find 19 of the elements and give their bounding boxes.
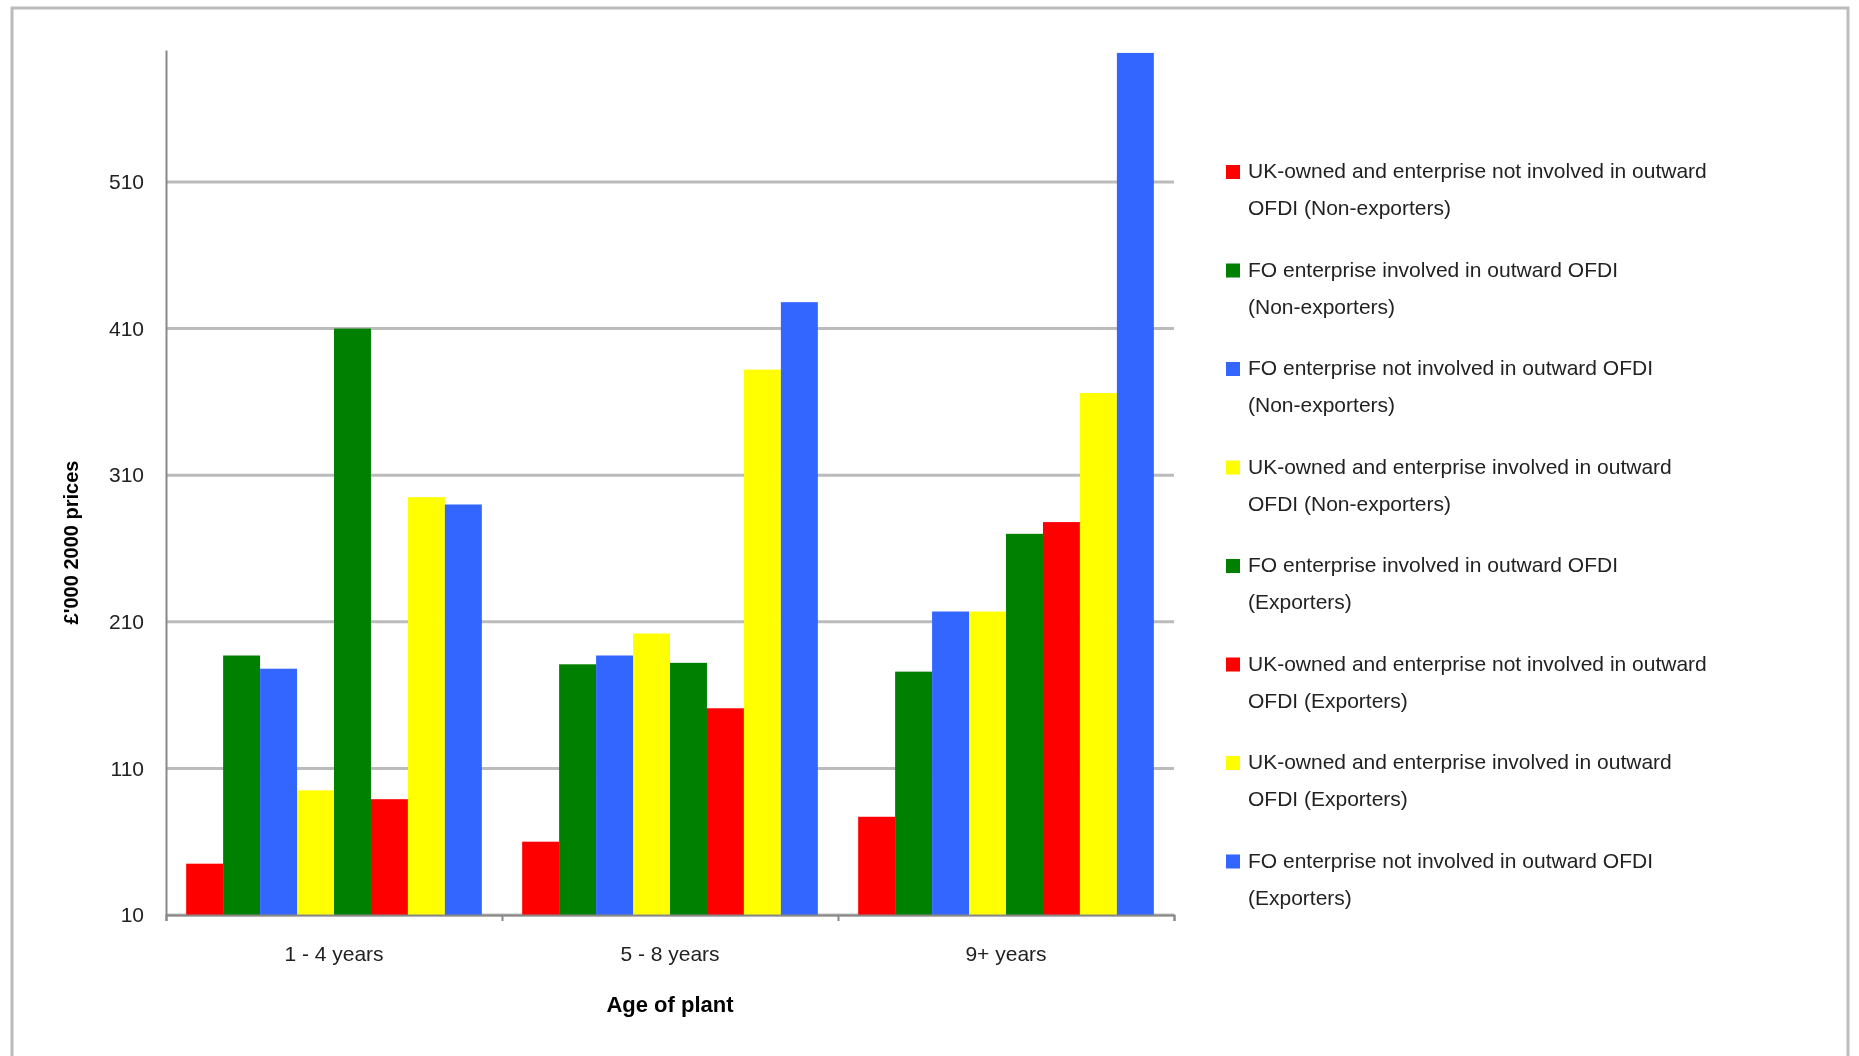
y-tick-label: 10 xyxy=(120,903,144,927)
x-axis-title: Age of plant xyxy=(606,992,735,1017)
legend-label: FO enterprise involved in outward OFDI (Non-exporters) xyxy=(1248,257,1618,318)
y-axis-title: £'000 2000 prices xyxy=(60,460,82,625)
legend-label: FO enterprise not involved in outward OFDI (Non-exporters) xyxy=(1248,356,1654,416)
y-tick-label: 110 xyxy=(110,756,144,780)
legend-label: FO enterprise not involved in outward OFDI (Exporters) xyxy=(1248,848,1654,909)
x-tick-label: 9+ years xyxy=(965,942,1047,965)
legend-label: UK-owned and enterprise not involved in outward OFDI (Exporters) xyxy=(1248,651,1707,712)
legend-label: UK-owned and enterprise involved in outward OFDI (Non-exporters) xyxy=(1248,454,1672,515)
x-tick-label: 5 - 8 years xyxy=(620,942,720,965)
legend-label: UK-owned and enterprise not involved in outward OFDI (Non-exporters) xyxy=(1248,159,1707,219)
y-tick-label: 210 xyxy=(108,610,144,633)
y-tick-label: 510 xyxy=(108,170,144,194)
x-tick-label: 1 - 4 years xyxy=(284,942,384,965)
y-tick-label: 410 xyxy=(108,316,144,340)
legend-label: UK-owned and enterprise involved in outward OFDI (Exporters) xyxy=(1248,750,1672,810)
y-tick-label: 310 xyxy=(108,463,144,487)
legend-label: FO enterprise involved in outward OFDI (Exporters) xyxy=(1248,553,1618,613)
